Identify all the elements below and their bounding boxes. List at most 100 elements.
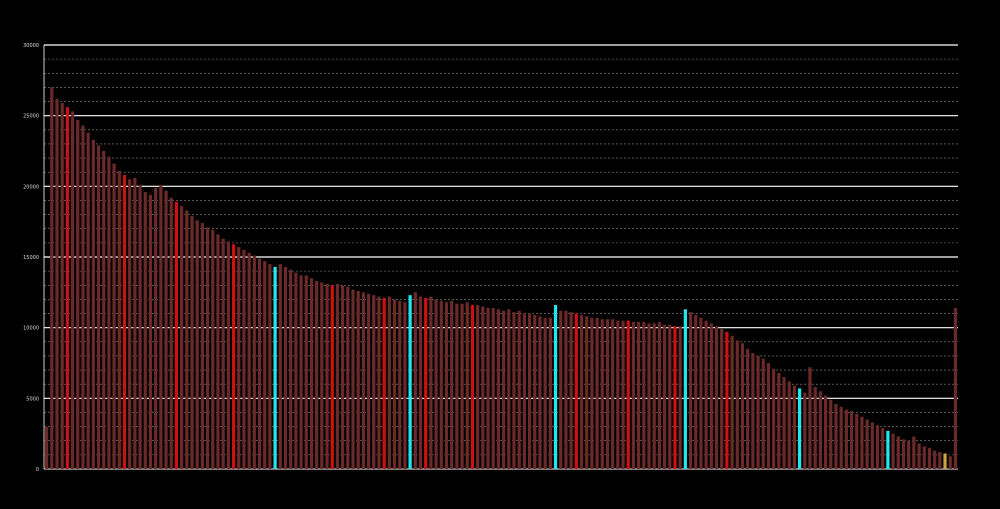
bar <box>860 416 864 469</box>
bar <box>372 295 376 469</box>
bar <box>112 163 116 469</box>
bar <box>361 292 365 469</box>
bar <box>481 306 485 469</box>
y-tick-label: 25000 <box>23 114 39 120</box>
bar <box>377 296 381 469</box>
bar <box>585 316 589 469</box>
bar <box>91 139 95 469</box>
bar <box>50 87 54 470</box>
bar <box>398 300 402 469</box>
bar <box>486 307 490 469</box>
bar <box>278 264 282 469</box>
bar <box>465 302 469 469</box>
bar <box>553 305 558 469</box>
y-tick-label: 5000 <box>26 396 39 402</box>
bar <box>844 409 848 469</box>
bar <box>128 179 132 469</box>
bar <box>953 307 958 469</box>
bar <box>491 307 495 469</box>
bar <box>289 269 293 469</box>
bar <box>870 422 874 469</box>
bar <box>460 303 464 469</box>
bar <box>912 436 916 469</box>
bar <box>564 310 568 469</box>
bar <box>829 399 833 469</box>
bar <box>943 453 947 469</box>
bar <box>922 446 926 469</box>
bar <box>533 314 537 469</box>
bar <box>574 313 578 469</box>
bar <box>470 305 475 469</box>
bar <box>927 447 932 469</box>
bar <box>356 290 360 469</box>
bar <box>813 387 817 469</box>
bar <box>699 317 703 469</box>
bar <box>159 184 163 470</box>
bar <box>746 348 750 469</box>
bar <box>221 238 225 469</box>
bar <box>512 312 516 469</box>
bar <box>335 283 340 469</box>
bar <box>216 234 220 469</box>
bar <box>933 450 937 469</box>
bar <box>595 317 599 469</box>
bar <box>148 194 153 469</box>
bar <box>455 303 459 469</box>
bar <box>55 98 59 469</box>
bar <box>688 312 693 469</box>
bar <box>725 331 729 469</box>
bar <box>538 316 542 469</box>
bar <box>652 323 656 469</box>
bar <box>901 439 906 469</box>
bar <box>668 324 672 469</box>
bar <box>138 184 142 470</box>
bar <box>133 177 137 469</box>
bar <box>637 322 641 469</box>
bar <box>408 295 412 469</box>
bar <box>797 388 802 469</box>
bar <box>782 377 786 469</box>
bar <box>180 206 184 469</box>
bar <box>626 320 630 469</box>
bar <box>366 293 371 469</box>
bar <box>294 272 298 469</box>
bar <box>886 430 890 469</box>
bar <box>340 285 345 469</box>
bar <box>60 102 64 470</box>
bar <box>70 111 75 469</box>
bar <box>320 282 324 469</box>
bar <box>122 175 127 469</box>
bar <box>96 145 101 469</box>
bars-layer <box>44 87 958 470</box>
bar <box>195 220 199 469</box>
bar <box>839 406 843 469</box>
bar <box>507 309 511 469</box>
y-tick-label: 20000 <box>23 184 39 190</box>
bar <box>611 319 615 469</box>
bar <box>907 440 911 469</box>
bar <box>938 452 942 469</box>
bar <box>418 296 423 469</box>
bar <box>496 309 501 469</box>
bar <box>673 326 677 469</box>
bar <box>413 292 417 469</box>
bar <box>881 428 885 469</box>
bar <box>735 340 739 469</box>
bar <box>875 425 880 469</box>
bar <box>107 156 111 470</box>
bar <box>143 191 147 469</box>
bar <box>268 264 272 469</box>
bar <box>559 310 563 469</box>
bar <box>403 302 407 469</box>
bar <box>683 309 687 469</box>
bar <box>247 252 251 469</box>
bar <box>444 302 449 469</box>
bar <box>205 227 210 469</box>
bar <box>424 297 428 469</box>
bar <box>346 286 350 469</box>
bar <box>450 300 454 469</box>
bar <box>590 317 594 469</box>
bar <box>476 305 480 469</box>
bar <box>657 322 662 469</box>
